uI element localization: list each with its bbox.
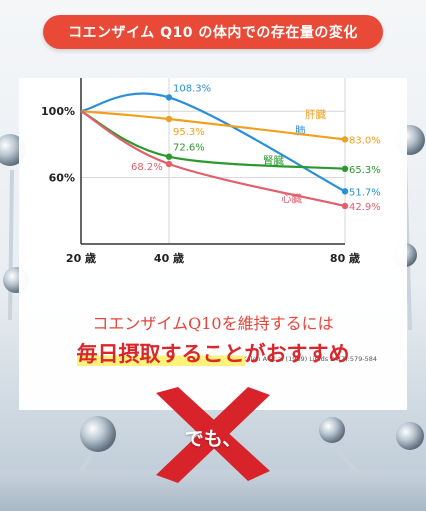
bottom-band <box>0 470 426 511</box>
series-line <box>80 110 346 208</box>
data-point <box>341 202 349 210</box>
series-name-label: 心臓 <box>281 193 302 205</box>
source-citation: ※Kalen A et al (1989) Lipids 24(7):579-5… <box>237 355 377 363</box>
series-line <box>80 110 346 141</box>
series-line <box>80 92 346 193</box>
data-label: 65.3% <box>349 165 381 176</box>
series-name-label: 肺 <box>295 125 306 137</box>
data-point <box>341 188 349 195</box>
data-point <box>165 115 173 123</box>
x-tick-label: 40 歳 <box>154 251 184 265</box>
red-cross-mark <box>156 387 270 483</box>
data-label: 68.2% <box>131 162 163 173</box>
x-tick-label: 20 歳 <box>66 251 96 265</box>
data-label: 108.3% <box>173 83 211 94</box>
series-name-label: 腎臓 <box>263 155 284 167</box>
data-label: 95.3% <box>173 127 205 138</box>
y-tick-label: 100% <box>41 105 75 118</box>
data-point <box>341 136 349 143</box>
data-label: 72.6% <box>173 143 205 154</box>
series-name-label: 肝臓 <box>305 109 326 121</box>
y-tick-label: 60% <box>49 172 75 185</box>
headline: 毎日摂取することがおすすめ <box>0 338 426 368</box>
but-text: でも、 <box>184 428 242 450</box>
data-label: 42.9% <box>349 202 381 213</box>
data-label: 51.7% <box>349 187 381 198</box>
data-point <box>165 94 173 101</box>
chart-title: コエンザイム Q10 の体内での存在量の変化 <box>43 15 383 49</box>
data-point <box>165 160 173 168</box>
headline-rest: がおすすめ <box>244 341 350 366</box>
data-label: 83.0% <box>349 135 381 146</box>
data-point <box>165 153 173 160</box>
x-tick-label: 80 歳 <box>330 251 360 265</box>
sub-headline: コエンザイムQ10を維持するには <box>92 314 334 333</box>
headline-highlight: 毎日摂取すること <box>76 341 245 366</box>
data-point <box>341 165 349 173</box>
line-chart: 100% 60% 20 歳 40 歳 80 歳 108.3% 51.7% 肺 95.3% 83.0… <box>41 78 381 265</box>
